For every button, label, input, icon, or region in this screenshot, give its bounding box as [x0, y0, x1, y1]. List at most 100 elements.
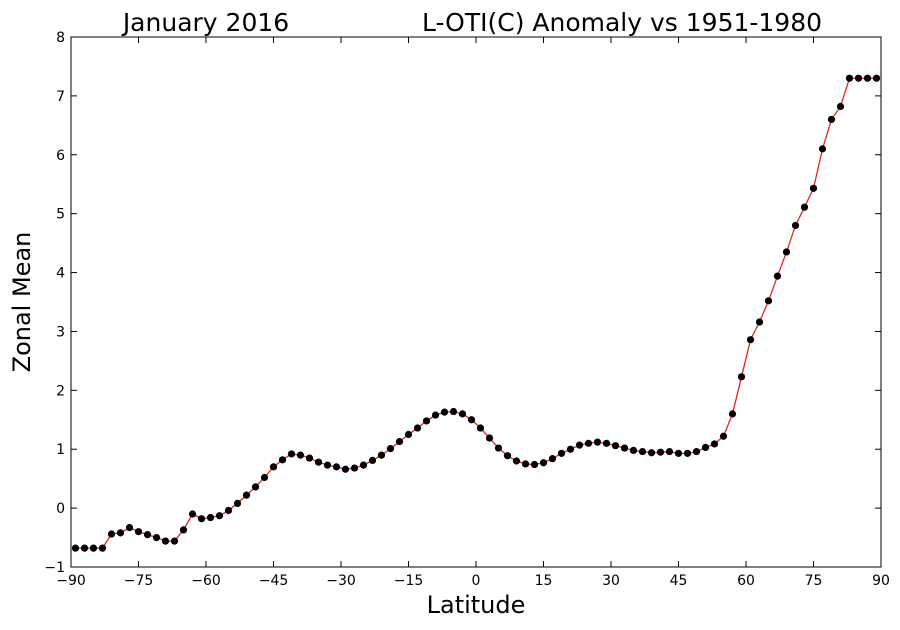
data-point: [683, 449, 692, 457]
data-point: [260, 473, 269, 482]
data-point: [584, 439, 593, 447]
x-tick-label: −15: [394, 573, 424, 589]
data-point: [665, 447, 674, 456]
y-axis-title: Zonal Mean: [8, 232, 36, 373]
x-tick-label: 90: [872, 573, 890, 589]
data-point: [377, 451, 386, 459]
x-tick-label: −45: [259, 573, 289, 589]
data-point: [494, 444, 503, 452]
data-point: [197, 515, 206, 523]
data-point: [602, 439, 611, 447]
x-tick-label: 60: [737, 573, 755, 589]
y-tick-label: 3: [56, 324, 65, 340]
data-point: [782, 248, 791, 256]
data-point: [692, 447, 701, 456]
data-point: [314, 458, 323, 466]
data-point: [863, 74, 872, 82]
data-point: [296, 451, 305, 459]
data-point: [737, 373, 746, 381]
data-point: [458, 410, 467, 418]
data-point: [638, 447, 647, 456]
x-tick-label: −30: [326, 573, 356, 589]
data-point: [98, 544, 107, 552]
data-point: [413, 424, 422, 432]
x-tick-label: 75: [805, 573, 823, 589]
data-point: [233, 499, 242, 507]
data-point: [611, 442, 620, 450]
data-point: [629, 446, 638, 454]
y-tick-label: 6: [56, 148, 65, 164]
data-point: [512, 457, 521, 465]
data-point: [872, 74, 881, 82]
data-point: [764, 297, 773, 305]
y-tick-label: 5: [56, 207, 65, 223]
data-point: [485, 434, 494, 442]
data-point: [71, 544, 80, 552]
data-point: [179, 526, 188, 534]
data-point: [674, 449, 683, 457]
y-tick-label: −1: [44, 560, 65, 576]
data-point: [440, 408, 449, 416]
data-point: [431, 411, 440, 419]
y-tick-label: 2: [56, 383, 65, 399]
x-tick-label: 45: [670, 573, 688, 589]
data-point: [125, 523, 134, 532]
data-point: [422, 417, 431, 425]
x-axis-title: Latitude: [427, 591, 526, 619]
data-point: [836, 102, 845, 111]
y-tick-label: 7: [56, 89, 65, 105]
data-point: [845, 74, 854, 82]
data-point: [323, 461, 332, 469]
data-point: [395, 437, 404, 446]
data-point: [746, 336, 755, 344]
data-point: [215, 512, 224, 520]
data-point: [476, 424, 485, 432]
x-tick-label: −75: [124, 573, 154, 589]
data-point: [854, 74, 863, 82]
data-point: [620, 444, 629, 452]
data-point: [251, 483, 260, 491]
data-point: [206, 513, 215, 522]
data-point: [287, 450, 296, 458]
data-point: [728, 410, 737, 418]
data-point: [719, 432, 728, 440]
data-point: [521, 460, 530, 468]
data-point: [593, 438, 602, 446]
data-point: [809, 184, 818, 192]
series-layer: [71, 74, 881, 552]
data-point: [548, 455, 557, 463]
data-point: [539, 459, 548, 467]
data-point: [449, 407, 458, 416]
data-point: [170, 537, 179, 545]
x-tick-label: −60: [191, 573, 221, 589]
data-point: [701, 443, 710, 452]
chart-title-right: L-OTI(C) Anomaly vs 1951-1980: [422, 8, 822, 37]
data-point: [116, 529, 125, 537]
data-point: [647, 449, 656, 457]
y-tick-label: 0: [56, 501, 65, 517]
data-point: [386, 445, 395, 453]
x-tick-label: 0: [472, 573, 481, 589]
data-point: [566, 445, 575, 453]
x-tick-label: −90: [56, 573, 86, 589]
data-point: [755, 318, 764, 326]
data-point: [188, 510, 197, 518]
data-point: [404, 430, 413, 439]
data-point: [467, 416, 476, 424]
data-point: [242, 491, 251, 499]
data-point: [305, 454, 314, 462]
data-point: [530, 460, 539, 469]
data-point: [800, 203, 809, 211]
x-tick-label: 30: [602, 573, 620, 589]
chart-title-left: January 2016: [121, 8, 289, 37]
data-point: [224, 506, 233, 515]
y-tick-label: 8: [56, 30, 65, 46]
data-point: [827, 115, 836, 124]
data-point: [152, 533, 161, 542]
data-point: [278, 456, 287, 464]
data-point: [89, 544, 98, 552]
data-point: [143, 531, 152, 539]
data-point: [350, 464, 359, 472]
data-point: [107, 530, 116, 538]
